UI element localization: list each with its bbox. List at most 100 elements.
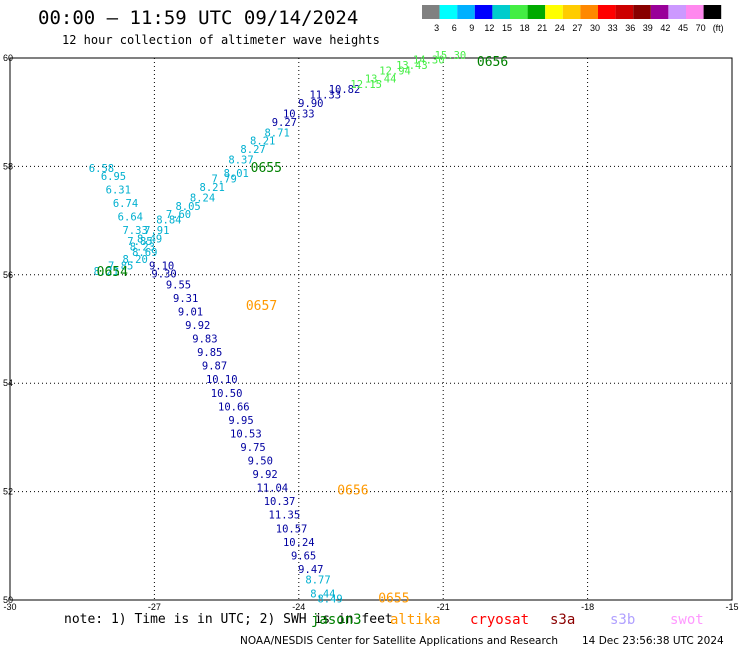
wave-height-label: 9.92 — [185, 320, 210, 332]
wave-height-label: 6.58 — [89, 163, 114, 175]
wave-height-label: 9.65 — [291, 550, 316, 562]
wave-height-label: 7.60 — [166, 209, 191, 221]
wave-height-label: 7.85 — [127, 236, 152, 248]
map-grid: -30 -27 -24 -21 -18 -15 50 52 54 56 58 60 — [3, 53, 739, 612]
legend-swatch — [492, 5, 510, 19]
legend-label: 27 — [572, 23, 582, 33]
legend-swatch — [598, 5, 616, 19]
legend-swatch — [686, 5, 704, 19]
wave-height-label: 10.66 — [218, 401, 250, 413]
wave-height-label: 9.95 — [228, 415, 253, 427]
wave-height-label: 6.95 — [101, 171, 126, 183]
page-subtitle: 12 hour collection of altimeter wave hei… — [62, 33, 380, 47]
wave-height-label: 7.91 — [144, 225, 169, 237]
wave-height-label: 10.82 — [329, 84, 361, 96]
lat-tick-label: 50 — [3, 595, 13, 605]
legend-label: 21 — [537, 23, 547, 33]
wave-height-label: 9.31 — [173, 293, 198, 305]
legend-swatch — [457, 5, 475, 19]
wave-height-label: 9.83 — [192, 334, 217, 346]
pass-labels: 0654 0655 0656 0657 0656 0655 — [97, 55, 509, 607]
wave-height-label: 9.87 — [202, 361, 227, 373]
legend-label: 9 — [469, 23, 474, 33]
satellite-s3b: s3b — [610, 612, 636, 628]
wave-height-label: 9.01 — [178, 306, 203, 318]
lon-tick-label: -30 — [3, 602, 16, 612]
lat-tick-label: 56 — [3, 270, 13, 280]
wave-height-label: 11.04 — [257, 483, 289, 495]
legend-swatch — [650, 5, 669, 19]
wave-height-label: 11.33 — [309, 90, 341, 102]
wave-height-label: 7.85 — [108, 260, 133, 272]
legend-label: 18 — [520, 23, 530, 33]
plot-frame — [9, 57, 733, 601]
legend-swatch — [527, 5, 546, 19]
legend-label: 39 — [643, 23, 653, 33]
legend-swatch — [562, 5, 581, 19]
wave-height-label: 7.33 — [122, 225, 147, 237]
wave-height-label: 15.30 — [435, 50, 467, 62]
wave-height-label: 8.21 — [250, 136, 275, 148]
wave-height-label: 9.10 — [149, 260, 174, 272]
wave-height-label: 8.71 — [264, 128, 289, 140]
lon-tick-label: -21 — [437, 602, 450, 612]
wave-height-label: 8.05 — [175, 201, 200, 213]
legend-swatch — [703, 5, 722, 19]
legend-label: 42 — [660, 23, 670, 33]
pass-number-label: 0655 — [251, 161, 282, 176]
wave-height-label: 10.10 — [206, 374, 238, 386]
generated-timestamp: 14 Dec 23:56:38 UTC 2024 — [582, 635, 724, 647]
data-points: 6.586.956.316.746.647.337.858.238.698.20… — [89, 50, 466, 606]
wave-height-label: 9.30 — [151, 269, 176, 281]
legend-label: 70 — [696, 23, 706, 33]
lon-tick-label: -24 — [292, 602, 305, 612]
pass-number-label: 0655 — [378, 592, 409, 607]
wave-height-label: 9.27 — [272, 117, 297, 129]
legend-swatch — [633, 5, 651, 19]
footer-note: note: 1) Time is in UTC; 2) SWH is in fe… — [64, 612, 393, 627]
wave-height-label: 8.49 — [317, 594, 342, 606]
legend-swatch — [580, 5, 598, 19]
legend-swatch — [668, 5, 686, 19]
credit-text: NOAA/NESDIS Center for Satellite Applica… — [240, 635, 558, 647]
wave-height-label: 9.85 — [197, 347, 222, 359]
legend-label: 36 — [625, 23, 635, 33]
legend-label: (ft) — [713, 23, 724, 33]
wave-height-label: 9.90 — [298, 98, 323, 110]
wave-height-label: 9.47 — [298, 564, 323, 576]
page-title: 00:00 — 11:59 UTC 09/14/2024 — [38, 7, 359, 29]
legend-swatch — [615, 5, 634, 19]
wave-height-label: 8.77 — [305, 575, 330, 587]
legend-label: 6 — [452, 23, 457, 33]
legend-label: 15 — [502, 23, 512, 33]
wave-height-label: 8.49 — [137, 233, 162, 245]
wave-height-label: 8.21 — [200, 182, 225, 194]
pass-number-label: 0657 — [246, 299, 277, 314]
legend-label: 12 — [484, 23, 494, 33]
wave-height-label: 10.57 — [276, 523, 308, 535]
wave-height-label: 7.79 — [212, 174, 237, 186]
lat-tick-label: 60 — [3, 53, 13, 63]
satellite-jason3: jason3 — [311, 612, 362, 628]
pass-number-label: 0656 — [337, 483, 368, 498]
wave-height-label: 9.75 — [240, 442, 265, 454]
wave-height-label: 8.27 — [240, 144, 265, 156]
wave-height-label: 8.24 — [190, 193, 215, 205]
legend-label: 3 — [434, 23, 439, 33]
wave-height-label: 11.35 — [269, 510, 301, 522]
satellite-cryosat: cryosat — [470, 612, 530, 628]
legend-label: 33 — [608, 23, 618, 33]
lon-tick-label: -27 — [148, 602, 161, 612]
pass-number-label: 0654 — [97, 265, 128, 280]
wave-height-label: 12.94 — [379, 65, 411, 77]
lon-tick-label: -18 — [581, 602, 594, 612]
wave-height-label: 6.74 — [113, 198, 138, 210]
wave-height-label: 10.33 — [283, 109, 315, 121]
wave-height-label: 13.44 — [365, 73, 397, 85]
wave-height-label: 8.37 — [228, 155, 253, 167]
wave-height-label: 9.50 — [248, 456, 273, 468]
wave-height-label: 8.20 — [122, 254, 147, 266]
pass-number-label: 0656 — [477, 55, 508, 70]
wave-height-label: 14.30 — [413, 54, 445, 66]
